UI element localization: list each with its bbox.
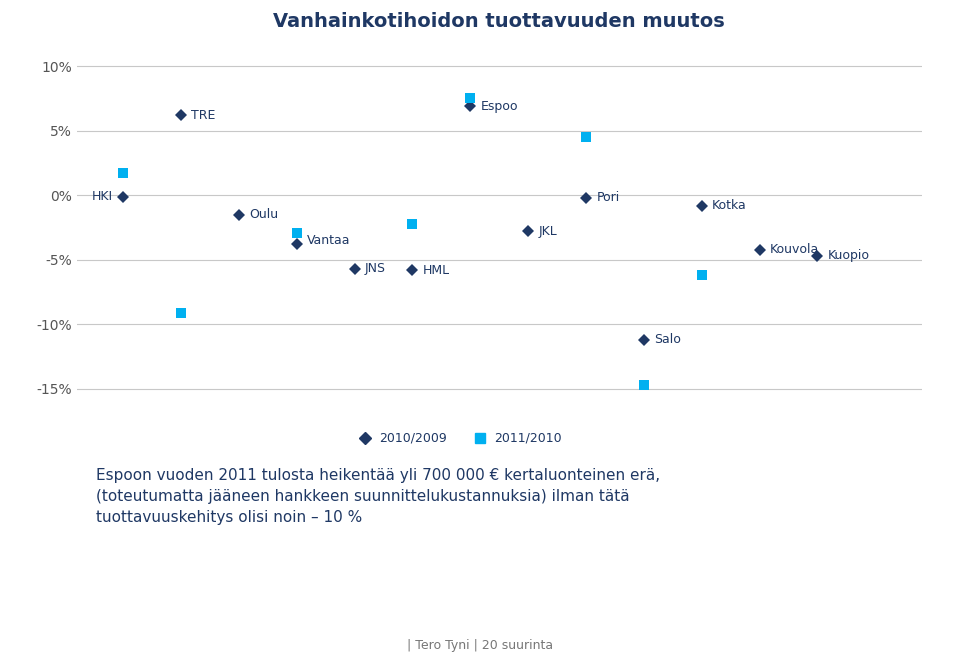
Text: 2010/2009: 2010/2009	[379, 432, 447, 445]
Text: Oulu: Oulu	[250, 208, 278, 221]
Text: JKL: JKL	[539, 225, 558, 238]
Text: | Tero Tyni | 20 suurinta: | Tero Tyni | 20 suurinta	[407, 640, 553, 652]
Text: Salo: Salo	[655, 333, 682, 347]
Title: Vanhainkotihoidon tuottavuuden muutos: Vanhainkotihoidon tuottavuuden muutos	[274, 13, 725, 31]
Text: Pori: Pori	[596, 191, 619, 205]
Text: 2011/2010: 2011/2010	[494, 432, 562, 445]
Text: Kuopio: Kuopio	[828, 250, 870, 262]
Text: HML: HML	[422, 264, 450, 277]
Text: Kotka: Kotka	[712, 199, 747, 212]
Text: Espoo: Espoo	[481, 100, 518, 112]
Text: Kouvola: Kouvola	[770, 243, 819, 256]
Text: Vantaa: Vantaa	[307, 234, 350, 247]
Text: HKI: HKI	[91, 190, 112, 203]
Text: JNS: JNS	[365, 262, 386, 276]
Text: TRE: TRE	[191, 109, 216, 122]
Text: Espoon vuoden 2011 tulosta heikentää yli 700 000 € kertaluonteinen erä,
(toteutu: Espoon vuoden 2011 tulosta heikentää yli…	[96, 468, 660, 525]
